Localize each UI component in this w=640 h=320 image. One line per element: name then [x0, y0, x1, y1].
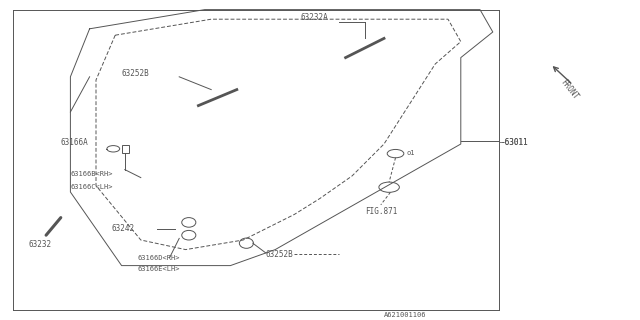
Text: 63232: 63232 [29, 240, 52, 249]
Text: 63166A: 63166A [61, 138, 88, 147]
Text: -63011: -63011 [500, 138, 528, 147]
Text: FRONT: FRONT [559, 78, 580, 101]
Text: 63242: 63242 [112, 224, 135, 233]
Text: –63011: –63011 [500, 138, 528, 147]
Text: 63166B<RH>: 63166B<RH> [70, 172, 113, 177]
Text: 63166E<LH>: 63166E<LH> [138, 266, 180, 272]
Bar [122, 145, 129, 153]
Text: A621001106: A621001106 [384, 312, 426, 318]
Text: o1: o1 [406, 150, 415, 156]
Text: 63166D<RH>: 63166D<RH> [138, 255, 180, 260]
Text: 63232A: 63232A [301, 13, 328, 22]
Text: 63252B: 63252B [266, 250, 293, 259]
Text: FIG.871: FIG.871 [365, 207, 397, 216]
Text: 63252B: 63252B [122, 69, 149, 78]
Text: 63166C<LH>: 63166C<LH> [70, 184, 113, 190]
